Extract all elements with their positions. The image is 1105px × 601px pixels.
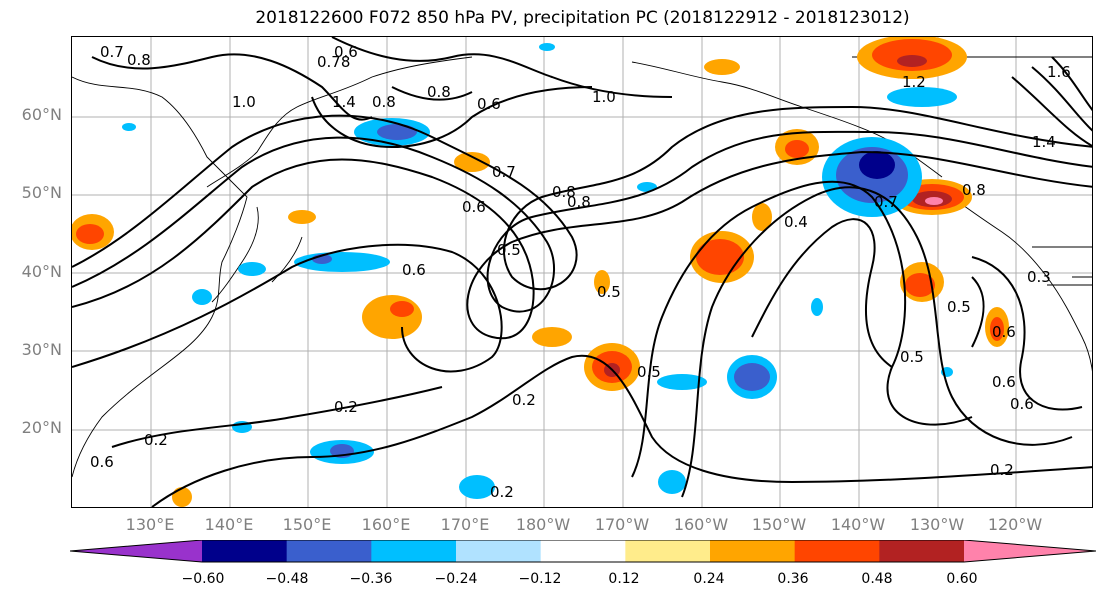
colorbar-swatch	[879, 540, 965, 562]
colorbar-tick: −0.12	[518, 571, 562, 587]
colorbar-tick: 0.12	[608, 571, 640, 587]
lon-label: 140°E	[204, 515, 254, 534]
contour-label: 0.4	[784, 213, 808, 231]
lon-label: 180°W	[515, 515, 571, 534]
lat-label: 30°N	[21, 340, 62, 359]
contour-label: 0.8	[552, 183, 576, 201]
colorbar-swatch	[710, 540, 796, 562]
precip-negative	[122, 43, 957, 499]
colorbar-tick: 0.60	[946, 571, 978, 587]
map-panel: 0.7 0.8 0.6 0.78 1.4 0.8 0.6 1.2 1.0 1.0…	[71, 36, 1093, 508]
lon-label: 120°W	[987, 515, 1043, 534]
lon-label: 160°E	[361, 515, 411, 534]
contour-label: 0.6	[90, 453, 114, 471]
contour-label: 0.7	[492, 163, 516, 181]
contour-label: 0.6	[992, 373, 1016, 391]
contour-label: 0.2	[334, 398, 358, 416]
contour-labels: 0.7 0.8 0.6 0.78 1.4 0.8 0.6 1.2 1.0 1.0…	[90, 43, 1071, 501]
map-title: 2018122600 F072 850 hPa PV, precipitatio…	[255, 8, 910, 28]
colorbar-swatches	[70, 540, 1096, 563]
contour-label: 1.4	[332, 93, 356, 111]
contour-label: 0.8	[427, 83, 451, 101]
colorbar-tick: 0.24	[693, 571, 725, 587]
colorbar-tick: −0.60	[181, 571, 225, 587]
colorbar-tick: −0.24	[434, 571, 478, 587]
map-field: 0.7 0.8 0.6 0.78 1.4 0.8 0.6 1.2 1.0 1.0…	[72, 37, 1092, 507]
contour-label: 0.5	[597, 283, 621, 301]
colorbar-swatch	[794, 540, 880, 562]
contour-label: 0.6	[992, 323, 1016, 341]
colorbar-swatch	[625, 540, 711, 562]
contour-label: 0.6	[402, 261, 426, 279]
colorbar-swatch	[286, 540, 372, 562]
precip-positive	[72, 37, 1009, 507]
contour-label: 0.8	[127, 51, 151, 69]
contour-label: 0.5	[947, 298, 971, 316]
lon-label: 130°W	[909, 515, 965, 534]
colorbar-swatch	[540, 540, 626, 562]
contour-label: 0.7	[100, 43, 124, 61]
lon-label: 170°E	[440, 515, 490, 534]
contour-label: 0.6	[334, 43, 358, 61]
lon-label: 150°W	[751, 515, 807, 534]
contour-label: 0.2	[144, 431, 168, 449]
colorbar-swatch	[70, 540, 202, 562]
lon-label: 160°W	[673, 515, 729, 534]
lon-label: 140°W	[830, 515, 886, 534]
lon-label: 130°E	[125, 515, 175, 534]
contour-label: 0.5	[900, 348, 924, 366]
contour-label: 1.0	[232, 93, 256, 111]
lat-label: 60°N	[21, 105, 62, 124]
contour-label: 0.5	[497, 241, 521, 259]
colorbar-tick: 0.36	[777, 571, 809, 587]
contour-label: 0.8	[962, 181, 986, 199]
lon-label: 150°E	[282, 515, 332, 534]
colorbar-tick: 0.48	[861, 571, 893, 587]
colorbar-swatch	[456, 540, 542, 562]
pv-contours	[72, 37, 1092, 507]
contour-label: 1.0	[592, 88, 616, 106]
contour-label: 1.4	[1032, 133, 1056, 151]
contour-label: 0.6	[477, 95, 501, 113]
contour-label: 0.2	[990, 461, 1014, 479]
lon-label: 170°W	[594, 515, 650, 534]
colorbar-tick: −0.48	[265, 571, 309, 587]
colorbar-swatch	[371, 540, 457, 562]
colorbar	[70, 540, 1096, 563]
contour-label: 0.2	[512, 391, 536, 409]
contour-label: 0.3	[1027, 268, 1051, 286]
contour-label: 0.8	[372, 93, 396, 111]
lat-label: 50°N	[21, 183, 62, 202]
coastlines	[72, 56, 1092, 478]
colorbar-swatch	[964, 540, 1096, 562]
contour-label: 0.7	[874, 193, 898, 211]
contour-label: 1.2	[902, 73, 926, 91]
contour-label: 0.2	[490, 483, 514, 501]
contour-label: 1.6	[1047, 63, 1071, 81]
contour-label: 0.5	[637, 363, 661, 381]
contour-label: 0.8	[567, 193, 591, 211]
lat-label: 20°N	[21, 418, 62, 437]
colorbar-tick: −0.36	[349, 571, 393, 587]
colorbar-swatch	[202, 540, 288, 562]
colorbar-outline	[70, 540, 1096, 563]
contour-label: 0.6	[462, 198, 486, 216]
contour-label: 0.6	[1010, 395, 1034, 413]
lat-label: 40°N	[21, 262, 62, 281]
contour-label: 0.78	[317, 53, 350, 71]
